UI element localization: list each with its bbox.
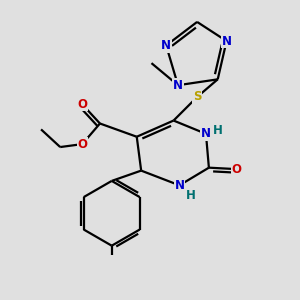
Text: N: N [222,34,232,48]
Text: N: N [173,79,183,92]
Text: S: S [193,91,201,103]
Text: O: O [77,98,87,111]
Text: N: N [161,39,171,52]
Text: N: N [174,179,184,192]
Text: H: H [213,124,223,137]
Text: H: H [186,188,196,202]
Text: O: O [232,163,242,176]
Text: O: O [77,138,87,151]
Text: N: N [201,127,211,140]
